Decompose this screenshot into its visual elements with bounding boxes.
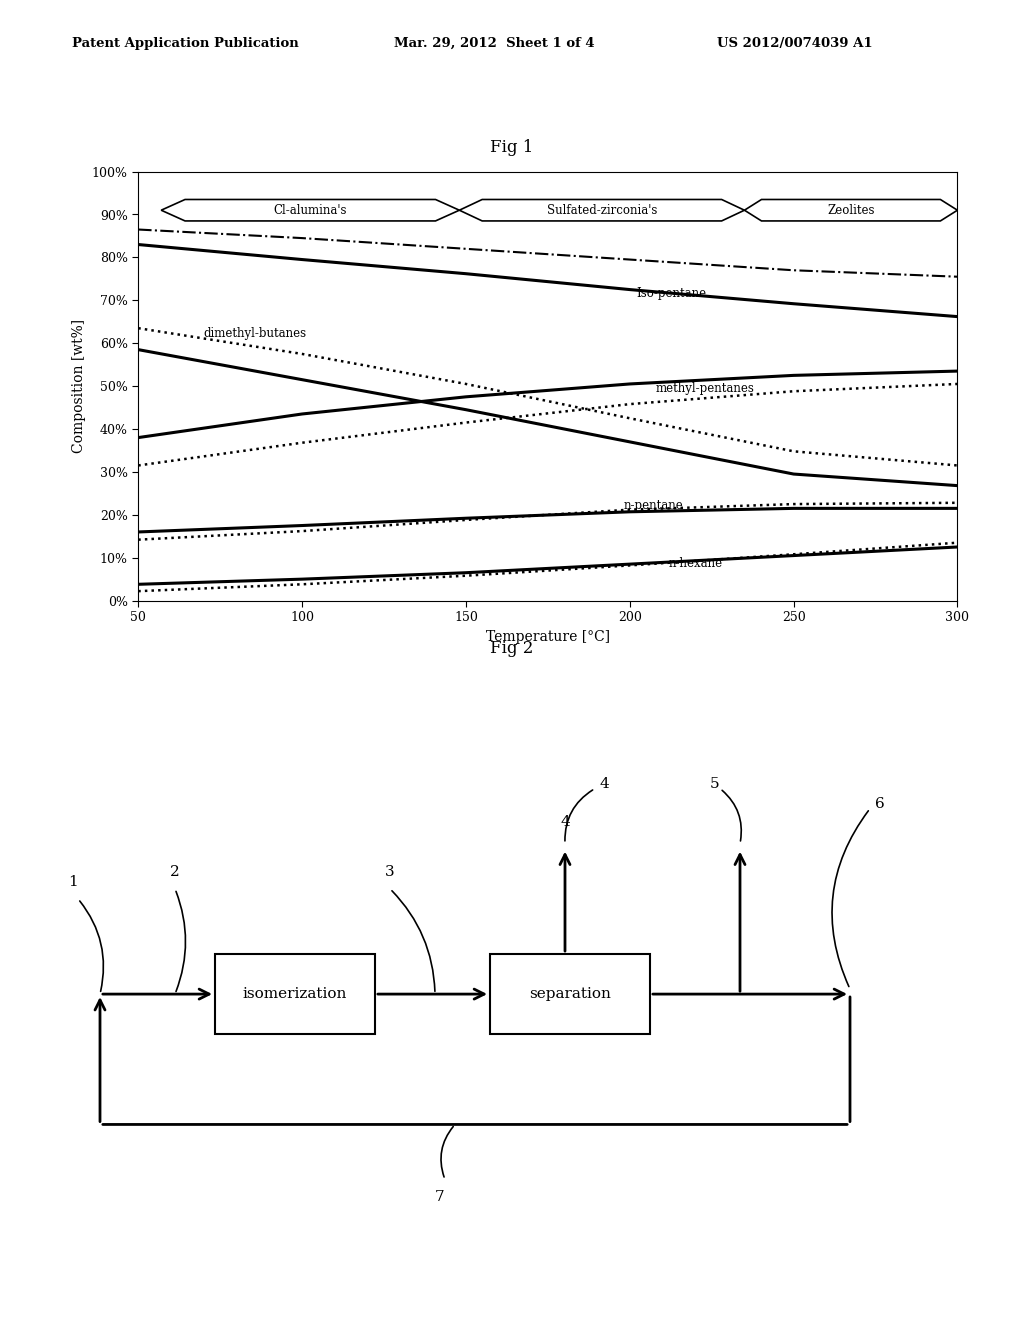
Text: separation: separation: [529, 987, 611, 1001]
Text: dimethyl-butanes: dimethyl-butanes: [204, 327, 307, 341]
Text: 6: 6: [874, 796, 885, 810]
Text: Mar. 29, 2012  Sheet 1 of 4: Mar. 29, 2012 Sheet 1 of 4: [394, 37, 595, 50]
Text: 2: 2: [170, 865, 180, 879]
Text: Iso-pentane: Iso-pentane: [636, 288, 707, 301]
Y-axis label: Composition [wt%]: Composition [wt%]: [73, 319, 86, 453]
Text: Fig 1: Fig 1: [490, 139, 534, 156]
Text: isomerization: isomerization: [243, 987, 347, 1001]
Bar: [215, 954, 375, 1034]
Text: n-hexane: n-hexane: [669, 557, 723, 570]
Text: 4: 4: [560, 814, 570, 829]
Text: Fig 2: Fig 2: [490, 640, 534, 657]
Text: Zeolites: Zeolites: [827, 203, 874, 216]
Text: Sulfated-zirconia's: Sulfated-zirconia's: [547, 203, 657, 216]
Text: n-pentane: n-pentane: [624, 499, 683, 512]
Text: Patent Application Publication: Patent Application Publication: [72, 37, 298, 50]
X-axis label: Temperature [°C]: Temperature [°C]: [485, 630, 610, 644]
Bar: [490, 954, 650, 1034]
Text: 4: 4: [600, 776, 609, 791]
Text: methyl-pentanes: methyl-pentanes: [656, 383, 755, 395]
Text: US 2012/0074039 A1: US 2012/0074039 A1: [717, 37, 872, 50]
Text: Cl-alumina's: Cl-alumina's: [273, 203, 347, 216]
Text: 1: 1: [69, 875, 78, 888]
Text: 3: 3: [385, 865, 395, 879]
Text: 7: 7: [435, 1189, 444, 1204]
Text: 5: 5: [711, 776, 720, 791]
